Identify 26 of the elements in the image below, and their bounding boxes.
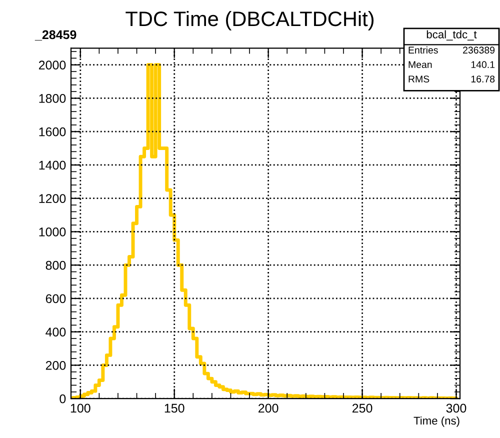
chart-title: TDC Time (DBCALTDCHit) [126, 10, 374, 30]
x-tick-label: 200 [258, 404, 278, 413]
y-tick-label: 600 [46, 294, 66, 304]
text: _28459 [34, 30, 76, 41]
text: 140.1 [471, 61, 495, 68]
text: 236389 [463, 46, 495, 54]
text: bcal_tdc_t [426, 30, 477, 40]
annotation: Mean [408, 61, 432, 68]
y-tick-label: 1600 [39, 127, 66, 136]
y-tick-label: 1200 [39, 194, 66, 204]
y-tick-label: 1000 [39, 228, 66, 236]
annotation: RMS [408, 76, 430, 82]
x-tick-label: 250 [352, 404, 372, 413]
y-tick-label: 0 [60, 394, 66, 404]
annotation: Entries [408, 46, 438, 54]
y-tick-label: 2000 [38, 60, 66, 70]
y-tick-label: 1400 [39, 160, 66, 170]
y-tick-label: 200 [46, 361, 66, 370]
x-axis-title: Time (ns) [414, 416, 460, 427]
y-tick-label: 1800 [39, 94, 66, 103]
x-tick-label: 300 [446, 404, 466, 413]
x-tick-label: 100 [70, 404, 90, 413]
text: 16.78 [471, 76, 495, 82]
y-tick-label: 400 [46, 328, 66, 336]
x-tick-label: 150 [164, 404, 184, 413]
y-tick-label: 800 [46, 260, 66, 270]
